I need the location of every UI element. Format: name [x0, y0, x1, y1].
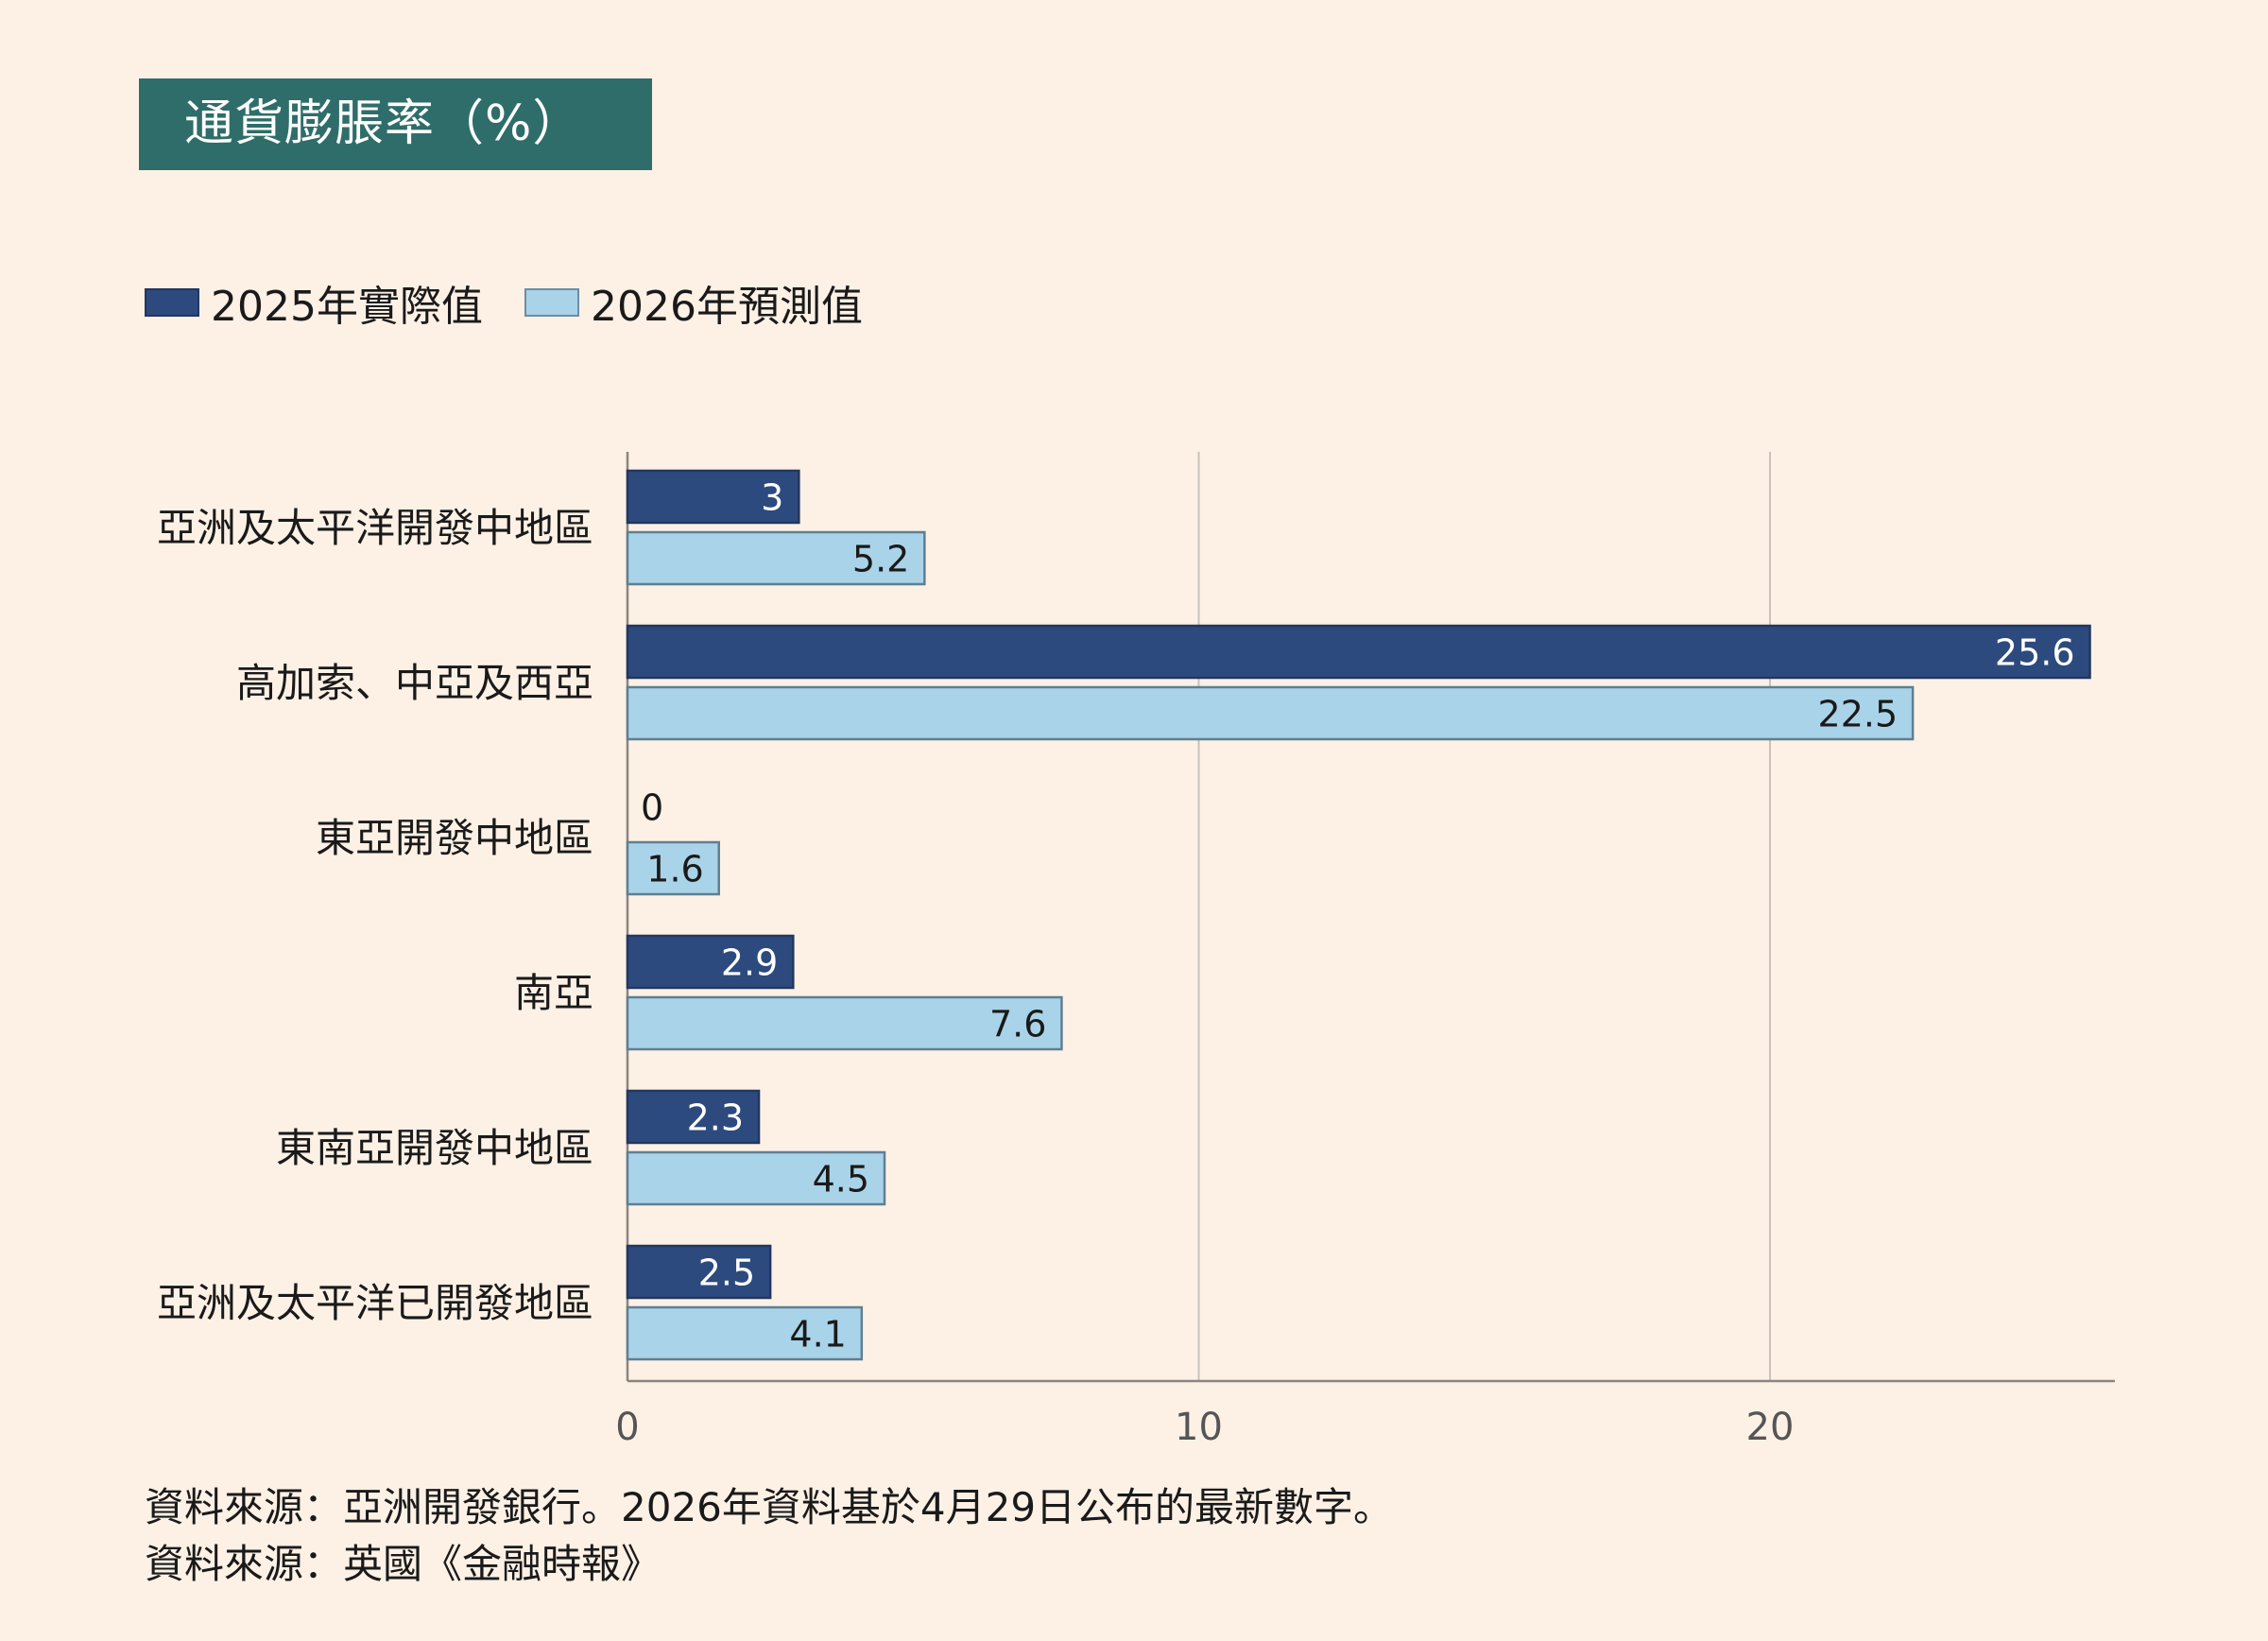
value-label: 2.3: [687, 1097, 744, 1139]
legend-swatch-forecast: [524, 288, 579, 317]
value-label: 2.9: [721, 942, 778, 984]
bar-actual-0: [626, 469, 800, 525]
category-label: 東南亞開發中地區: [276, 1125, 593, 1171]
bar-forecast-4: [626, 1150, 886, 1206]
category-label: 東亞開發中地區: [316, 815, 593, 861]
legend: 2025年實際值 2026年預測值: [145, 274, 904, 331]
category-label: 亞洲及太平洋已開發地區: [157, 1280, 593, 1326]
value-label: 4.5: [813, 1159, 869, 1201]
bar-actual-4: [626, 1089, 761, 1145]
value-label: 5.2: [852, 539, 909, 580]
x-tick-label-0: 0: [615, 1406, 639, 1449]
bar-forecast-3: [626, 995, 1063, 1051]
value-label: 22.5: [1818, 694, 1899, 735]
bar-forecast-5: [626, 1305, 864, 1361]
source-note-2: 資料來源：英國《金融時報》: [145, 1541, 662, 1587]
legend-item-forecast: 2026年預測值: [524, 272, 863, 333]
bar-forecast-0: [626, 530, 926, 586]
bar-forecast-1: [626, 685, 1915, 741]
legend-label-forecast: 2026年預測值: [590, 283, 863, 331]
value-label: 25.6: [1995, 632, 2075, 674]
bar-actual-1: [626, 624, 2091, 680]
bar-actual-5: [626, 1244, 772, 1300]
legend-item-actual: 2025年實際值: [145, 272, 483, 333]
value-label: 3: [761, 477, 783, 519]
x-tick-label-10: 10: [1175, 1406, 1223, 1449]
value-label: 4.1: [789, 1314, 846, 1356]
bar-actual-3: [626, 934, 795, 990]
legend-swatch-actual: [145, 288, 199, 317]
x-tick-label-20: 20: [1746, 1406, 1795, 1449]
value-label: 2.5: [698, 1252, 755, 1294]
bar-forecast-2: [626, 840, 720, 896]
category-label: 亞洲及太平洋開發中地區: [157, 505, 593, 551]
source-note-1: 資料來源：亞洲開發銀行。2026年資料基於4月29日公布的最新數字。: [145, 1484, 1394, 1530]
category-label: 高加索、中亞及西亞: [236, 660, 593, 706]
value-label: 1.6: [646, 849, 703, 890]
category-label: 南亞: [514, 970, 593, 1016]
value-label: 7.6: [989, 1004, 1046, 1045]
bar-chart: 0 10 20 亞洲及太平洋開發中地區 3 5.2 高加索、中亞及西亞 25.6 22.5 東亞開…: [157, 452, 2115, 1449]
chart-title: 通貨膨脹率（%）: [139, 78, 652, 170]
value-label: 0: [641, 787, 663, 829]
legend-label-actual: 2025年實際值: [211, 283, 483, 331]
